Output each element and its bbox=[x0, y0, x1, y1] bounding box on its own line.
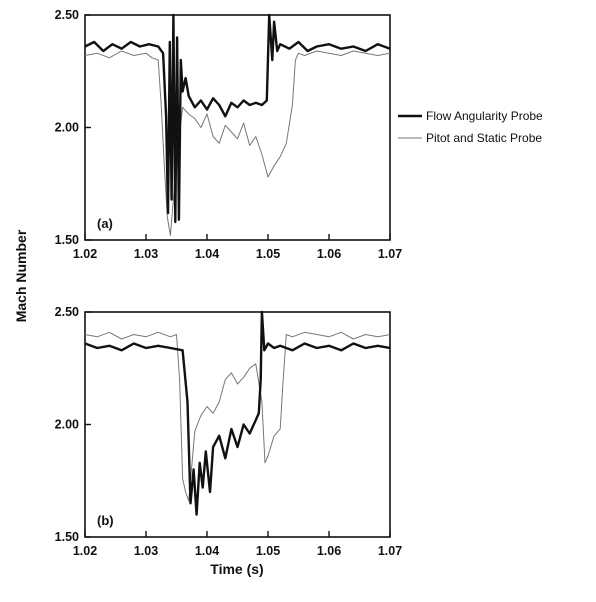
x-tick-label: 1.07 bbox=[378, 544, 402, 558]
series-line-pitot-static-probe bbox=[84, 331, 391, 502]
panel-b-x-ticks: 1.02 1.03 1.04 1.05 1.06 1.07 bbox=[73, 531, 402, 558]
panel-b-label: (b) bbox=[97, 513, 114, 528]
x-tick-label: 1.04 bbox=[195, 247, 219, 261]
x-tick-label: 1.02 bbox=[73, 247, 97, 261]
x-tick-label: 1.05 bbox=[256, 544, 280, 558]
x-tick-label: 1.06 bbox=[317, 247, 341, 261]
x-tick-label: 1.05 bbox=[256, 247, 280, 261]
y-tick-label: 2.00 bbox=[55, 418, 79, 432]
legend-label-flow-angularity: Flow Angularity Probe bbox=[426, 109, 543, 123]
series-line-pitot-static-probe bbox=[84, 50, 391, 236]
x-tick-label: 1.03 bbox=[134, 247, 158, 261]
x-tick-label: 1.03 bbox=[134, 544, 158, 558]
panel-a-label: (a) bbox=[97, 216, 113, 231]
panel-a-plot: 1.02 1.03 1.04 1.05 1.06 1.07 1.50 2.00 2.50 (a… bbox=[55, 8, 403, 261]
legend-label-pitot-static: Pitot and Static Probe bbox=[426, 131, 542, 145]
y-tick-label: 2.50 bbox=[55, 305, 79, 319]
y-tick-label: 2.50 bbox=[55, 8, 79, 22]
series-line-flow-angularity-probe bbox=[84, 310, 391, 516]
series-line-flow-angularity-probe bbox=[84, 13, 391, 224]
legend: Flow Angularity Probe Pitot and Static P… bbox=[398, 109, 543, 145]
panel-b-plot: 1.02 1.03 1.04 1.05 1.06 1.07 1.50 2.00 2.50 (b… bbox=[55, 305, 403, 558]
x-axis-title: Time (s) bbox=[210, 561, 263, 577]
x-tick-label: 1.07 bbox=[378, 247, 402, 261]
y-axis-title: Mach Number bbox=[13, 229, 29, 322]
y-tick-label: 1.50 bbox=[55, 233, 79, 247]
x-tick-label: 1.06 bbox=[317, 544, 341, 558]
panel-a-y-ticks: 1.50 2.00 2.50 bbox=[55, 8, 91, 247]
panel-b-series bbox=[84, 310, 391, 516]
x-tick-label: 1.02 bbox=[73, 544, 97, 558]
panel-a-series bbox=[84, 13, 391, 236]
y-tick-label: 2.00 bbox=[55, 121, 79, 135]
panel-a-x-ticks: 1.02 1.03 1.04 1.05 1.06 1.07 bbox=[73, 234, 402, 261]
panel-b-y-ticks: 1.50 2.00 2.50 bbox=[55, 305, 91, 544]
y-tick-label: 1.50 bbox=[55, 530, 79, 544]
x-tick-label: 1.04 bbox=[195, 544, 219, 558]
